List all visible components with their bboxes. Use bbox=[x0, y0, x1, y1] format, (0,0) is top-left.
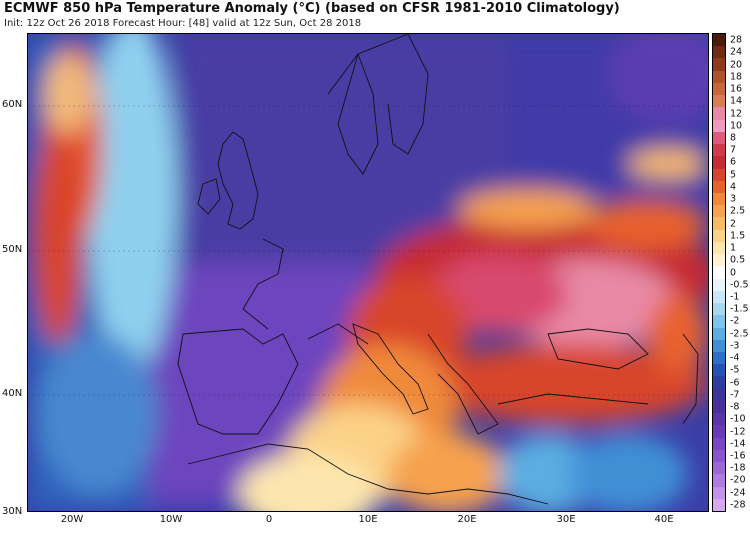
colorbar-label: 12 bbox=[730, 108, 743, 119]
colorbar-swatch bbox=[713, 156, 725, 170]
colorbar-swatch bbox=[713, 119, 725, 133]
colorbar-label: 0.5 bbox=[730, 254, 746, 266]
colorbar-label: -3 bbox=[730, 340, 740, 352]
colorbar-swatch bbox=[713, 217, 725, 231]
colorbar-swatch bbox=[713, 462, 725, 475]
colorbar-label: 4 bbox=[730, 181, 737, 193]
colorbar-swatch bbox=[713, 290, 725, 304]
colorbar-swatch bbox=[713, 254, 725, 267]
colorbar-label: 28 bbox=[730, 34, 743, 46]
colorbar-label: -0.5 bbox=[730, 279, 749, 291]
colorbar-label: -28 bbox=[730, 499, 746, 511]
coastlines bbox=[177, 34, 699, 505]
colorbar-label: 20 bbox=[730, 59, 743, 71]
colorbar-label: -7 bbox=[730, 389, 740, 401]
colorbar-label: 14 bbox=[730, 95, 743, 107]
colorbar-swatch bbox=[713, 58, 725, 72]
colorbar-label: -1.5 bbox=[730, 303, 749, 315]
colorbar-swatch bbox=[713, 70, 725, 84]
colorbar-label: -14 bbox=[730, 438, 746, 450]
colorbar-label: -24 bbox=[730, 487, 746, 499]
colorbar-label: -10 bbox=[730, 413, 746, 425]
colorbar-label: -2 bbox=[730, 315, 740, 327]
colorbar-swatch bbox=[713, 364, 725, 377]
lat-label-60n: 60N bbox=[2, 99, 23, 110]
colorbar-swatch bbox=[713, 474, 725, 488]
colorbar-swatch bbox=[713, 229, 725, 243]
lon-label-30e: 30E bbox=[556, 514, 576, 525]
colorbar-swatch bbox=[713, 34, 725, 47]
colorbar-label: 1 bbox=[730, 242, 737, 254]
colorbar-swatch bbox=[713, 327, 725, 341]
map-subtitle: Init: 12z Oct 26 2018 Forecast Hour: [48… bbox=[4, 18, 362, 29]
colorbar-swatch bbox=[713, 352, 725, 365]
colorbar-label: 3 bbox=[730, 193, 737, 205]
colorbar-label: 16 bbox=[730, 83, 743, 95]
colorbar-swatch bbox=[713, 278, 725, 292]
colorbar-label: 6 bbox=[730, 156, 737, 168]
lon-label-20e: 20E bbox=[457, 514, 477, 525]
colorbar-label: 2.5 bbox=[730, 205, 746, 217]
colorbar-swatch bbox=[713, 388, 725, 402]
colorbar-label: -4 bbox=[730, 352, 740, 364]
colorbar-label: 24 bbox=[730, 46, 743, 58]
graticule bbox=[28, 105, 708, 396]
lon-label-20w: 20W bbox=[60, 514, 84, 525]
colorbar-label: -1 bbox=[730, 291, 740, 303]
colorbar-label: -8 bbox=[730, 401, 740, 413]
colorbar-swatch bbox=[713, 241, 725, 255]
lon-label-10w: 10W bbox=[159, 514, 183, 525]
lon-label-10e: 10E bbox=[358, 514, 378, 525]
colorbar-label: -16 bbox=[730, 450, 746, 462]
lat-label-40n: 40N bbox=[2, 388, 23, 399]
colorbar-swatch bbox=[713, 425, 725, 439]
anomaly-map-svg bbox=[28, 34, 708, 511]
colorbar-label: 0 bbox=[730, 267, 737, 278]
colorbar-swatch bbox=[713, 193, 725, 206]
colorbar-label: 1.5 bbox=[730, 230, 746, 242]
colorbar-label: -20 bbox=[730, 474, 746, 486]
colorbar-swatch bbox=[713, 376, 725, 390]
colorbar-swatch bbox=[713, 131, 725, 145]
colorbar-label: 10 bbox=[730, 120, 743, 132]
lon-label-40e: 40E bbox=[654, 514, 674, 525]
colorbar-label: -2.5 bbox=[730, 328, 749, 340]
colorbar-swatch bbox=[713, 144, 725, 157]
colorbar-swatch bbox=[713, 486, 725, 500]
colorbar-label: 5 bbox=[730, 169, 737, 181]
colorbar-label: 18 bbox=[730, 71, 743, 83]
colorbar-label: -18 bbox=[730, 462, 746, 474]
colorbar-swatch bbox=[713, 437, 725, 451]
colorbar-swatch bbox=[713, 339, 725, 353]
lon-label-0: 0 bbox=[265, 514, 273, 525]
lat-label-30n: 30N bbox=[2, 506, 23, 517]
colorbar-swatch bbox=[713, 266, 725, 280]
map-title: ECMWF 850 hPa Temperature Anomaly (°C) (… bbox=[4, 1, 620, 16]
colorbar-swatch bbox=[713, 303, 725, 316]
anomaly-map bbox=[27, 33, 709, 512]
colorbar-swatch bbox=[713, 107, 725, 121]
colorbar-swatch bbox=[713, 315, 725, 329]
colorbar-swatch bbox=[713, 168, 725, 182]
colorbar-label: 2 bbox=[730, 218, 737, 230]
colorbar-swatch bbox=[713, 82, 725, 96]
colorbar-label: -6 bbox=[730, 377, 740, 389]
colorbar bbox=[712, 33, 726, 512]
colorbar-swatch bbox=[713, 449, 725, 463]
colorbar-swatch bbox=[713, 413, 725, 426]
colorbar-label: -12 bbox=[730, 426, 746, 437]
brand-watermark: TROPICALTIDBITS.COM bbox=[562, 16, 712, 29]
colorbar-swatch bbox=[713, 498, 725, 512]
lat-label-50n: 50N bbox=[2, 244, 23, 255]
colorbar-swatch bbox=[713, 95, 725, 108]
colorbar-label: 7 bbox=[730, 144, 737, 156]
colorbar-swatch bbox=[713, 180, 725, 194]
colorbar-label: -5 bbox=[730, 364, 740, 376]
colorbar-label: 8 bbox=[730, 132, 737, 144]
colorbar-swatch bbox=[713, 46, 725, 59]
colorbar-swatch bbox=[713, 400, 725, 414]
colorbar-swatch bbox=[713, 205, 725, 218]
